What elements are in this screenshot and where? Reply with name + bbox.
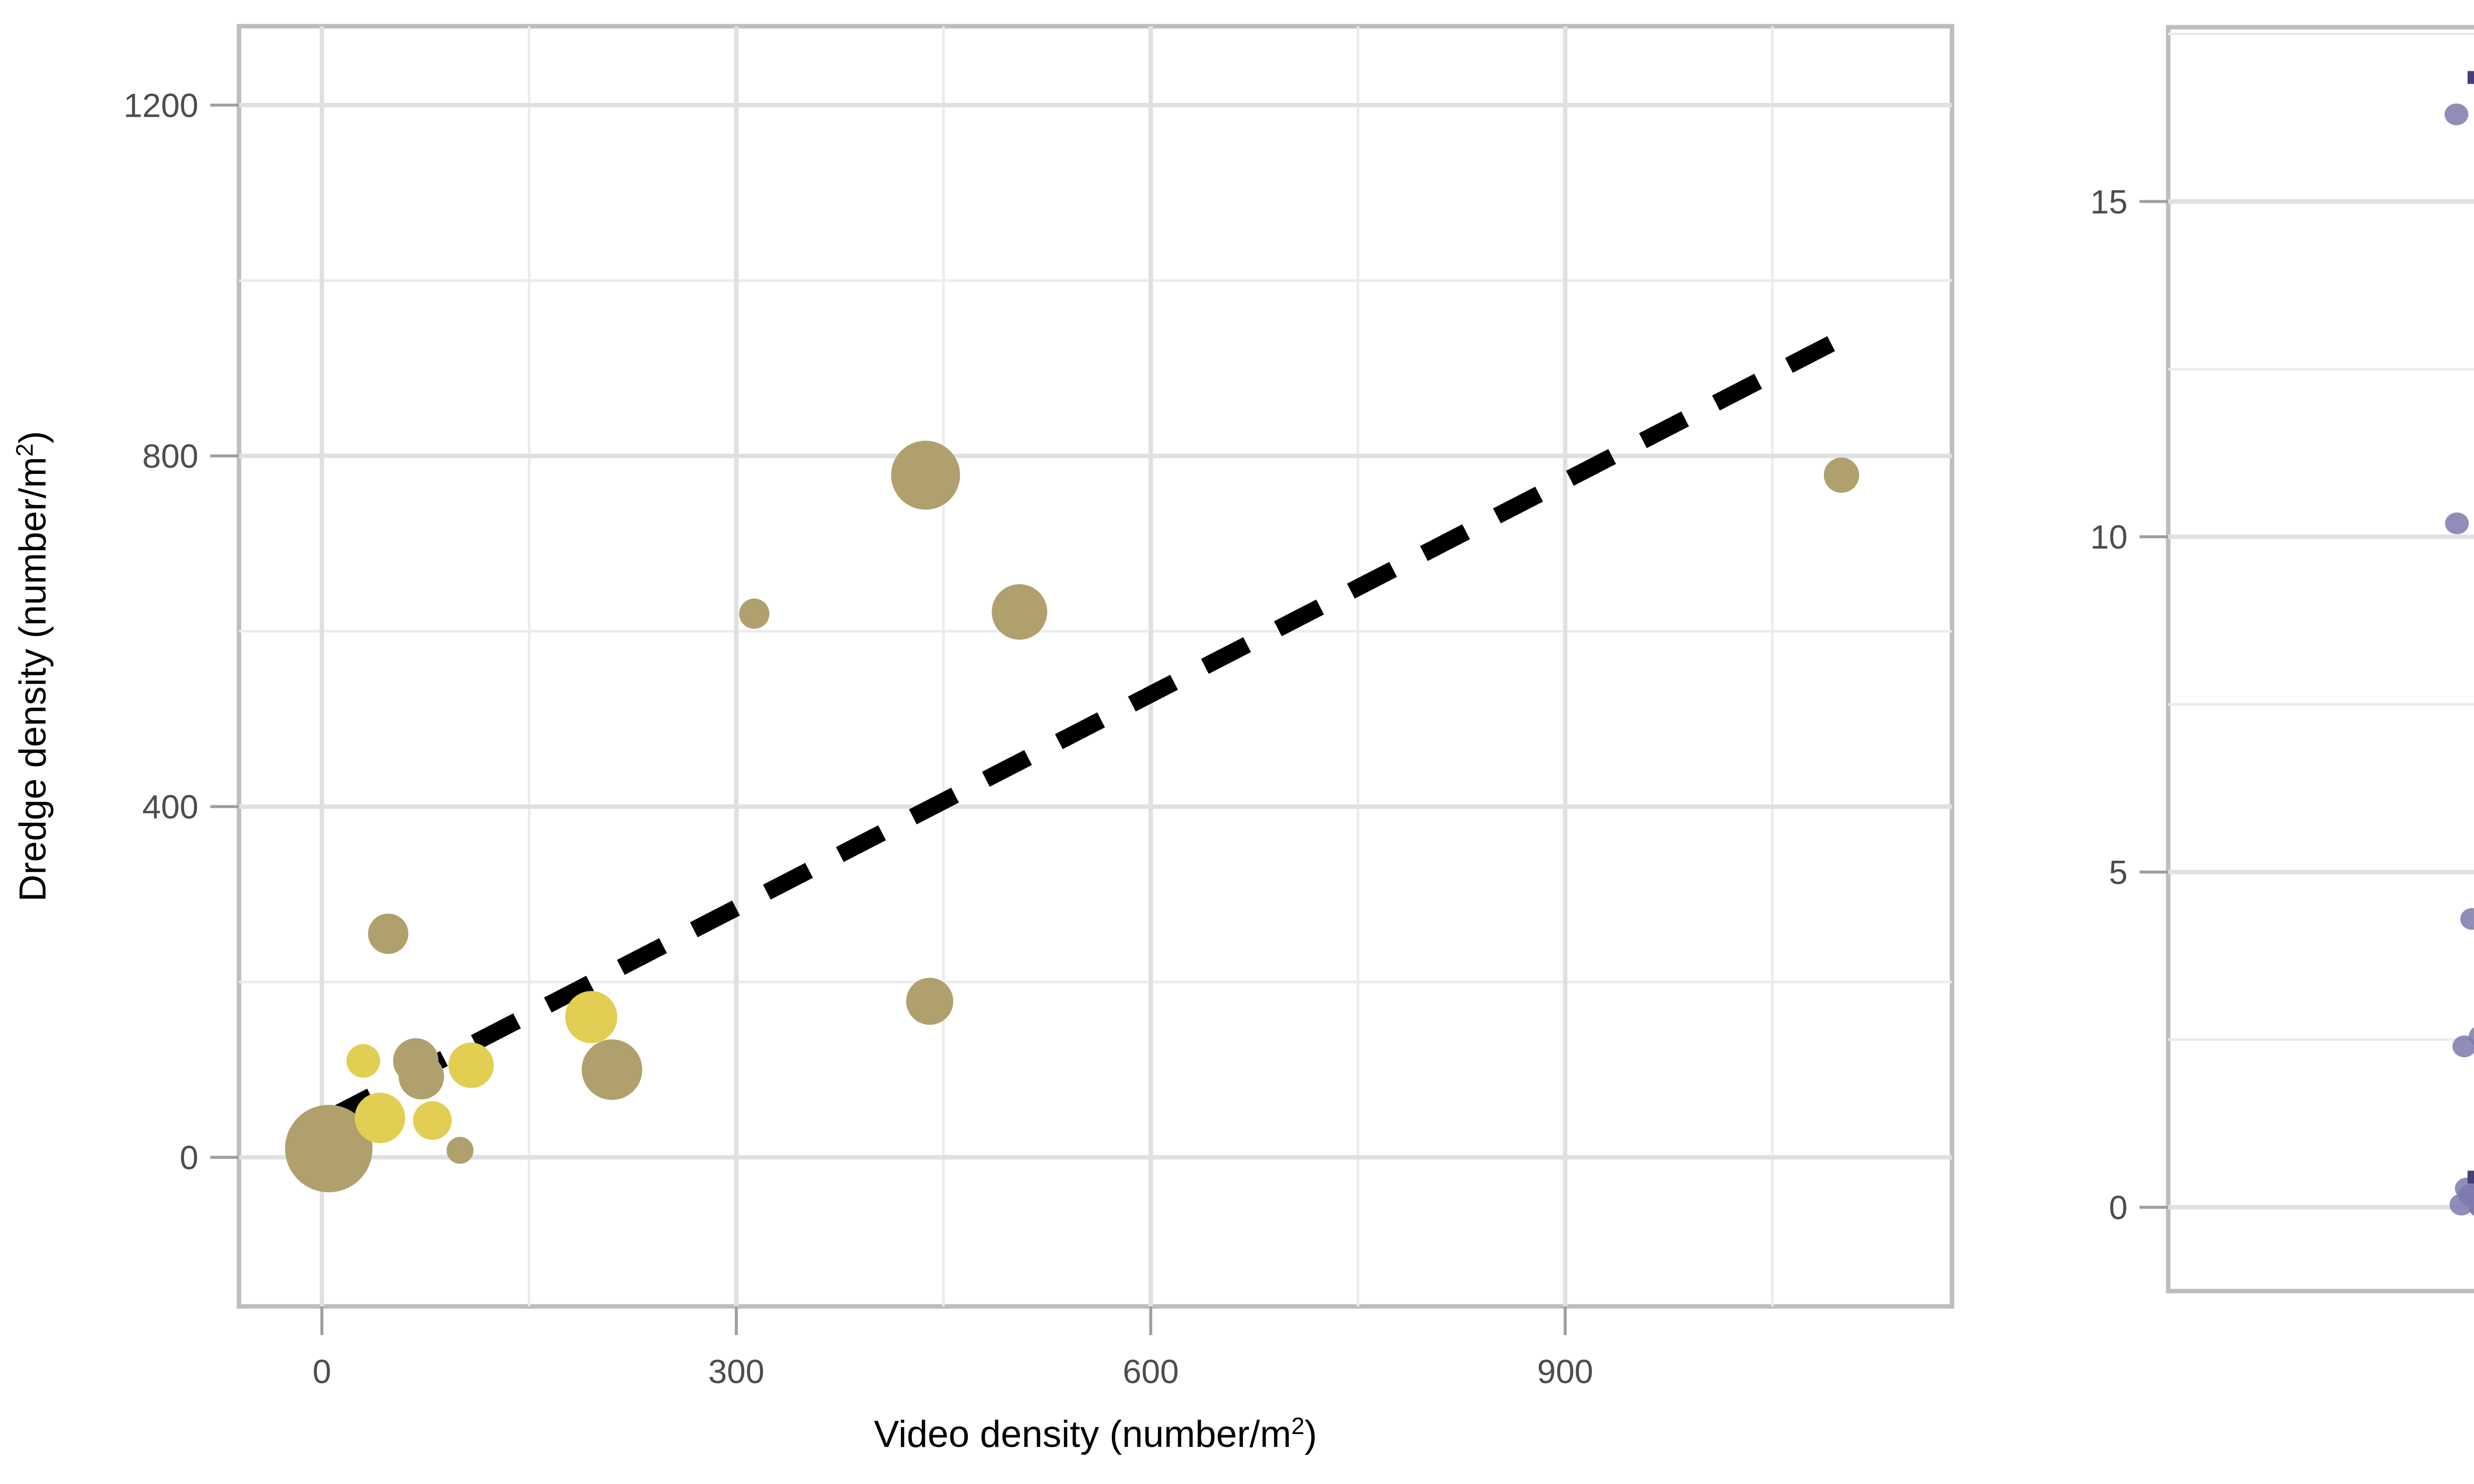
scatter-point [992,584,1047,640]
scatter-panel-dredge-vs-video: 0 300 600 900 0 400 800 1200 Video density (nu… [12,24,1954,1455]
raw-point-video [2449,1194,2474,1216]
x-tick-labels: 0 300 600 900 [313,1353,1593,1391]
y-tick-label: 1200 [124,87,198,125]
scatter-point [398,1054,444,1100]
scatter-point [565,991,618,1043]
x-tick-label: 300 [708,1353,764,1391]
axis-ticks [210,103,1567,1335]
x-tick-label: 600 [1123,1353,1179,1391]
raw-point-video [2469,1198,2474,1216]
scatter-point [346,1044,381,1078]
raw-point-video [2445,512,2469,535]
x-axis-title-main: Video density (number/m [874,1413,1291,1455]
y-tick-label: 10 [2090,518,2128,556]
y-tick-label: 800 [143,438,198,475]
x-tick-label: 0 [313,1353,332,1391]
y-tick-labels: 0 5 10 15 [2090,183,2128,1226]
scatter-points [285,440,1859,1193]
scatter-point [906,977,953,1025]
plot-area-border [237,24,1954,1309]
scatter-point [285,1105,373,1193]
scatter-point [739,599,769,629]
x-axis-title-tail: ) [1304,1413,1317,1455]
y-axis-title-superscript: 2 [12,443,38,457]
y-tick-label: 400 [143,788,198,826]
raw-point-video [2452,1035,2474,1058]
y-axis-title-tail: ) [12,431,54,443]
scatter-point [413,1101,452,1140]
scatter-point [354,1092,405,1143]
gridlines [239,26,1952,1306]
plot-area-border [2166,25,2474,1294]
x-axis-title-superscript: 2 [1291,1413,1305,1439]
x-axis-title: Video density (number/m2) [874,1413,1317,1455]
raw-point-video [2444,103,2469,126]
scatter-point [891,440,960,510]
raw-point-video [2460,908,2474,930]
y-tick-label: 15 [2090,183,2128,221]
scatter-point [581,1039,643,1100]
y-tick-label: 0 [180,1139,198,1177]
y-tick-labels: 0 400 800 1200 [124,87,198,1177]
axis-ticks [2140,200,2168,1209]
left-panel-svg: 0 300 600 900 0 400 800 1200 Video density (nu… [12,24,1954,1455]
y-axis-title: Dredge density (number/m2) [12,431,54,902]
scatter-point [446,1137,474,1164]
scatter-point [368,913,409,954]
scatter-point [1823,457,1859,493]
y-tick-label: 0 [2109,1189,2128,1227]
trendline [325,334,1839,1126]
scatter-point [448,1042,494,1088]
y-axis-title-main: Dredge density (number/m [12,457,54,902]
x-tick-label: 900 [1537,1353,1593,1391]
y-tick-label: 5 [2109,854,2128,891]
